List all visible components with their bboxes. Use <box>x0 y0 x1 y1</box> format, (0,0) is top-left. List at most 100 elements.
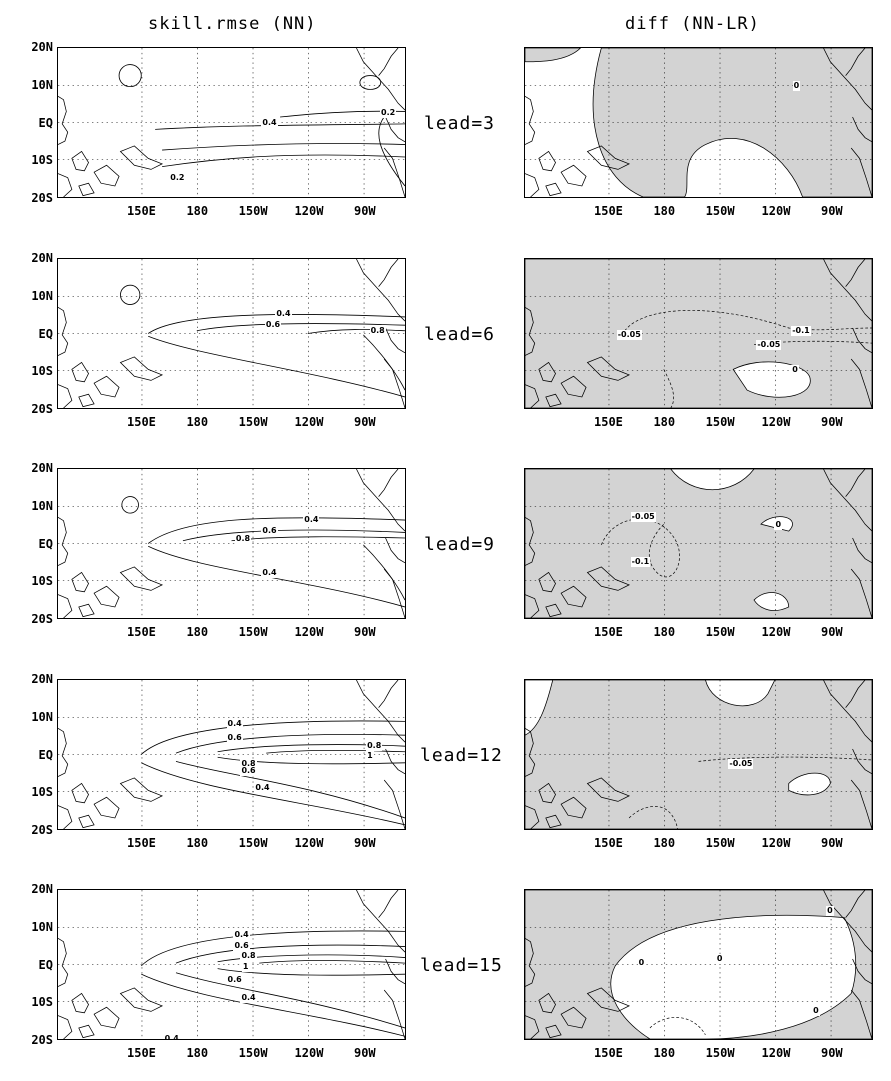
latitude-tick-label: 20S <box>31 823 53 837</box>
rmse-contour-label: 0.8 <box>369 325 386 336</box>
longitude-tick-label: 120W <box>294 836 324 850</box>
contour-loop <box>120 284 141 305</box>
right-column-title: diff (NN-LR) <box>625 14 760 34</box>
lead-label: lead=3 <box>424 113 496 134</box>
negative-diff-shading <box>525 680 872 829</box>
longitude-tick-label: 180 <box>653 204 676 218</box>
latitude-tick-label: EQ <box>38 536 53 551</box>
longitude-tick-label: 90W <box>353 415 376 429</box>
gridlines <box>525 680 872 829</box>
longitude-tick-label: 150W <box>705 204 735 218</box>
longitude-tick-label: 90W <box>820 1046 843 1060</box>
latitude-tick-label: 20S <box>31 1033 53 1047</box>
longitude-tick-label: 90W <box>820 625 843 639</box>
coastline <box>525 48 872 197</box>
contour-line <box>378 116 405 187</box>
longitude-tick-label: 150E <box>127 625 156 639</box>
longitude-tick-label: 90W <box>820 415 843 429</box>
diff-map-panel: -0.05 <box>524 679 873 830</box>
longitude-tick-label: 180 <box>653 625 676 639</box>
latitude-tick-label: 10N <box>31 709 53 724</box>
latitude-tick-label: 10N <box>31 498 53 513</box>
rmse-contours <box>140 930 405 1037</box>
longitude-tick-label: 150E <box>594 415 623 429</box>
contour-line <box>162 143 405 151</box>
rmse-contour-label: 0.4 <box>233 930 250 941</box>
rmse-contour-label: 0.4 <box>261 117 278 128</box>
longitude-tick-label: 180 <box>653 415 676 429</box>
rmse-contour-label: 0.8 <box>366 741 383 752</box>
longitude-tick-label: 180 <box>186 836 209 850</box>
lead-label: lead=12 <box>420 745 503 766</box>
latitude-tick-label: 20S <box>31 402 53 416</box>
lead-label: lead=9 <box>424 534 496 555</box>
longitude-tick-label: 90W <box>820 204 843 218</box>
latitude-tick-label: EQ <box>38 115 53 130</box>
rmse-contours <box>120 284 405 398</box>
latitude-tick-label: 20N <box>31 40 53 54</box>
contour-loop <box>121 496 139 514</box>
rmse-map-panel: 0.4 0.6 0.8 1 0.8 0.6 0.4 <box>57 679 406 830</box>
contour-line <box>266 749 405 754</box>
gridlines <box>58 469 405 618</box>
rmse-map-panel: 0.4 0.6 0.8 <box>57 258 406 409</box>
diff-contour-label: 0 <box>792 81 801 92</box>
rmse-contour-label: 0.6 <box>226 974 243 985</box>
rmse-contour-label: 0.6 <box>264 320 282 331</box>
coastline <box>58 890 405 1039</box>
longitude-tick-label: 90W <box>353 625 376 639</box>
lead-label: lead=15 <box>420 955 503 976</box>
gridlines <box>58 680 405 829</box>
rmse-contour-label: 0.2 <box>169 173 186 184</box>
coastline <box>58 48 405 197</box>
longitude-tick-label: 150W <box>238 836 268 850</box>
diff-contour-label: 0 <box>791 364 799 375</box>
latitude-tick-label: 10S <box>31 574 53 589</box>
diff-contour-label: -0.1 <box>630 556 651 567</box>
coastline <box>58 680 405 829</box>
longitude-tick-label: 120W <box>761 415 791 429</box>
contour-line <box>231 536 405 542</box>
coastline <box>525 259 872 408</box>
rmse-contour-label: 0.8 <box>234 534 252 545</box>
rmse-contour-label: 0.4 <box>163 1033 180 1039</box>
contour-loop <box>118 64 142 88</box>
latitude-tick-label: 20S <box>31 191 53 205</box>
rmse-map-panel: 0.4 0.6 0.8 0.4 <box>57 468 406 619</box>
rmse-contour-label: 0.4 <box>254 783 271 794</box>
longitude-tick-label: 150W <box>705 1046 735 1060</box>
contour-line <box>147 517 405 544</box>
longitude-tick-label: 150E <box>594 1046 623 1060</box>
coastline <box>58 259 405 408</box>
negative-diff-shading <box>525 890 872 1039</box>
longitude-tick-label: 90W <box>353 836 376 850</box>
contour-line <box>217 954 405 963</box>
rmse-contour-label: 0.8 <box>240 951 257 962</box>
longitude-tick-label: 180 <box>186 625 209 639</box>
longitude-tick-label: 180 <box>186 1046 209 1060</box>
latitude-tick-label: 10S <box>31 785 53 800</box>
contour-line <box>175 972 405 1029</box>
latitude-tick-label: 10S <box>31 995 53 1010</box>
diff-contour-label: -0.05 <box>616 329 642 340</box>
longitude-tick-label: 180 <box>653 836 676 850</box>
diff-contour-label: 0 <box>774 520 783 531</box>
rmse-contour-label: 1 <box>241 962 250 973</box>
contour-line <box>175 944 405 964</box>
rmse-map-panel: 0.4 0.6 0.8 1 0.6 0.4 0.4 <box>57 889 406 1040</box>
contour-line <box>148 335 405 398</box>
gridlines <box>525 259 872 408</box>
rmse-contour-label: 0.8 <box>240 759 257 770</box>
dashed-contour <box>601 518 680 578</box>
coastline <box>525 469 872 618</box>
diff-contour-label: 0 <box>637 958 646 969</box>
diff-map-panel: 0 <box>524 47 873 198</box>
coastline <box>525 680 872 829</box>
longitude-tick-label: 120W <box>761 204 791 218</box>
contour-line <box>147 314 405 334</box>
rmse-contours <box>140 720 405 826</box>
longitude-tick-label: 90W <box>820 836 843 850</box>
longitude-tick-label: 150E <box>127 1046 156 1060</box>
negative-diff-shading <box>525 259 872 408</box>
rmse-contour-label: 0.4 <box>275 308 292 319</box>
